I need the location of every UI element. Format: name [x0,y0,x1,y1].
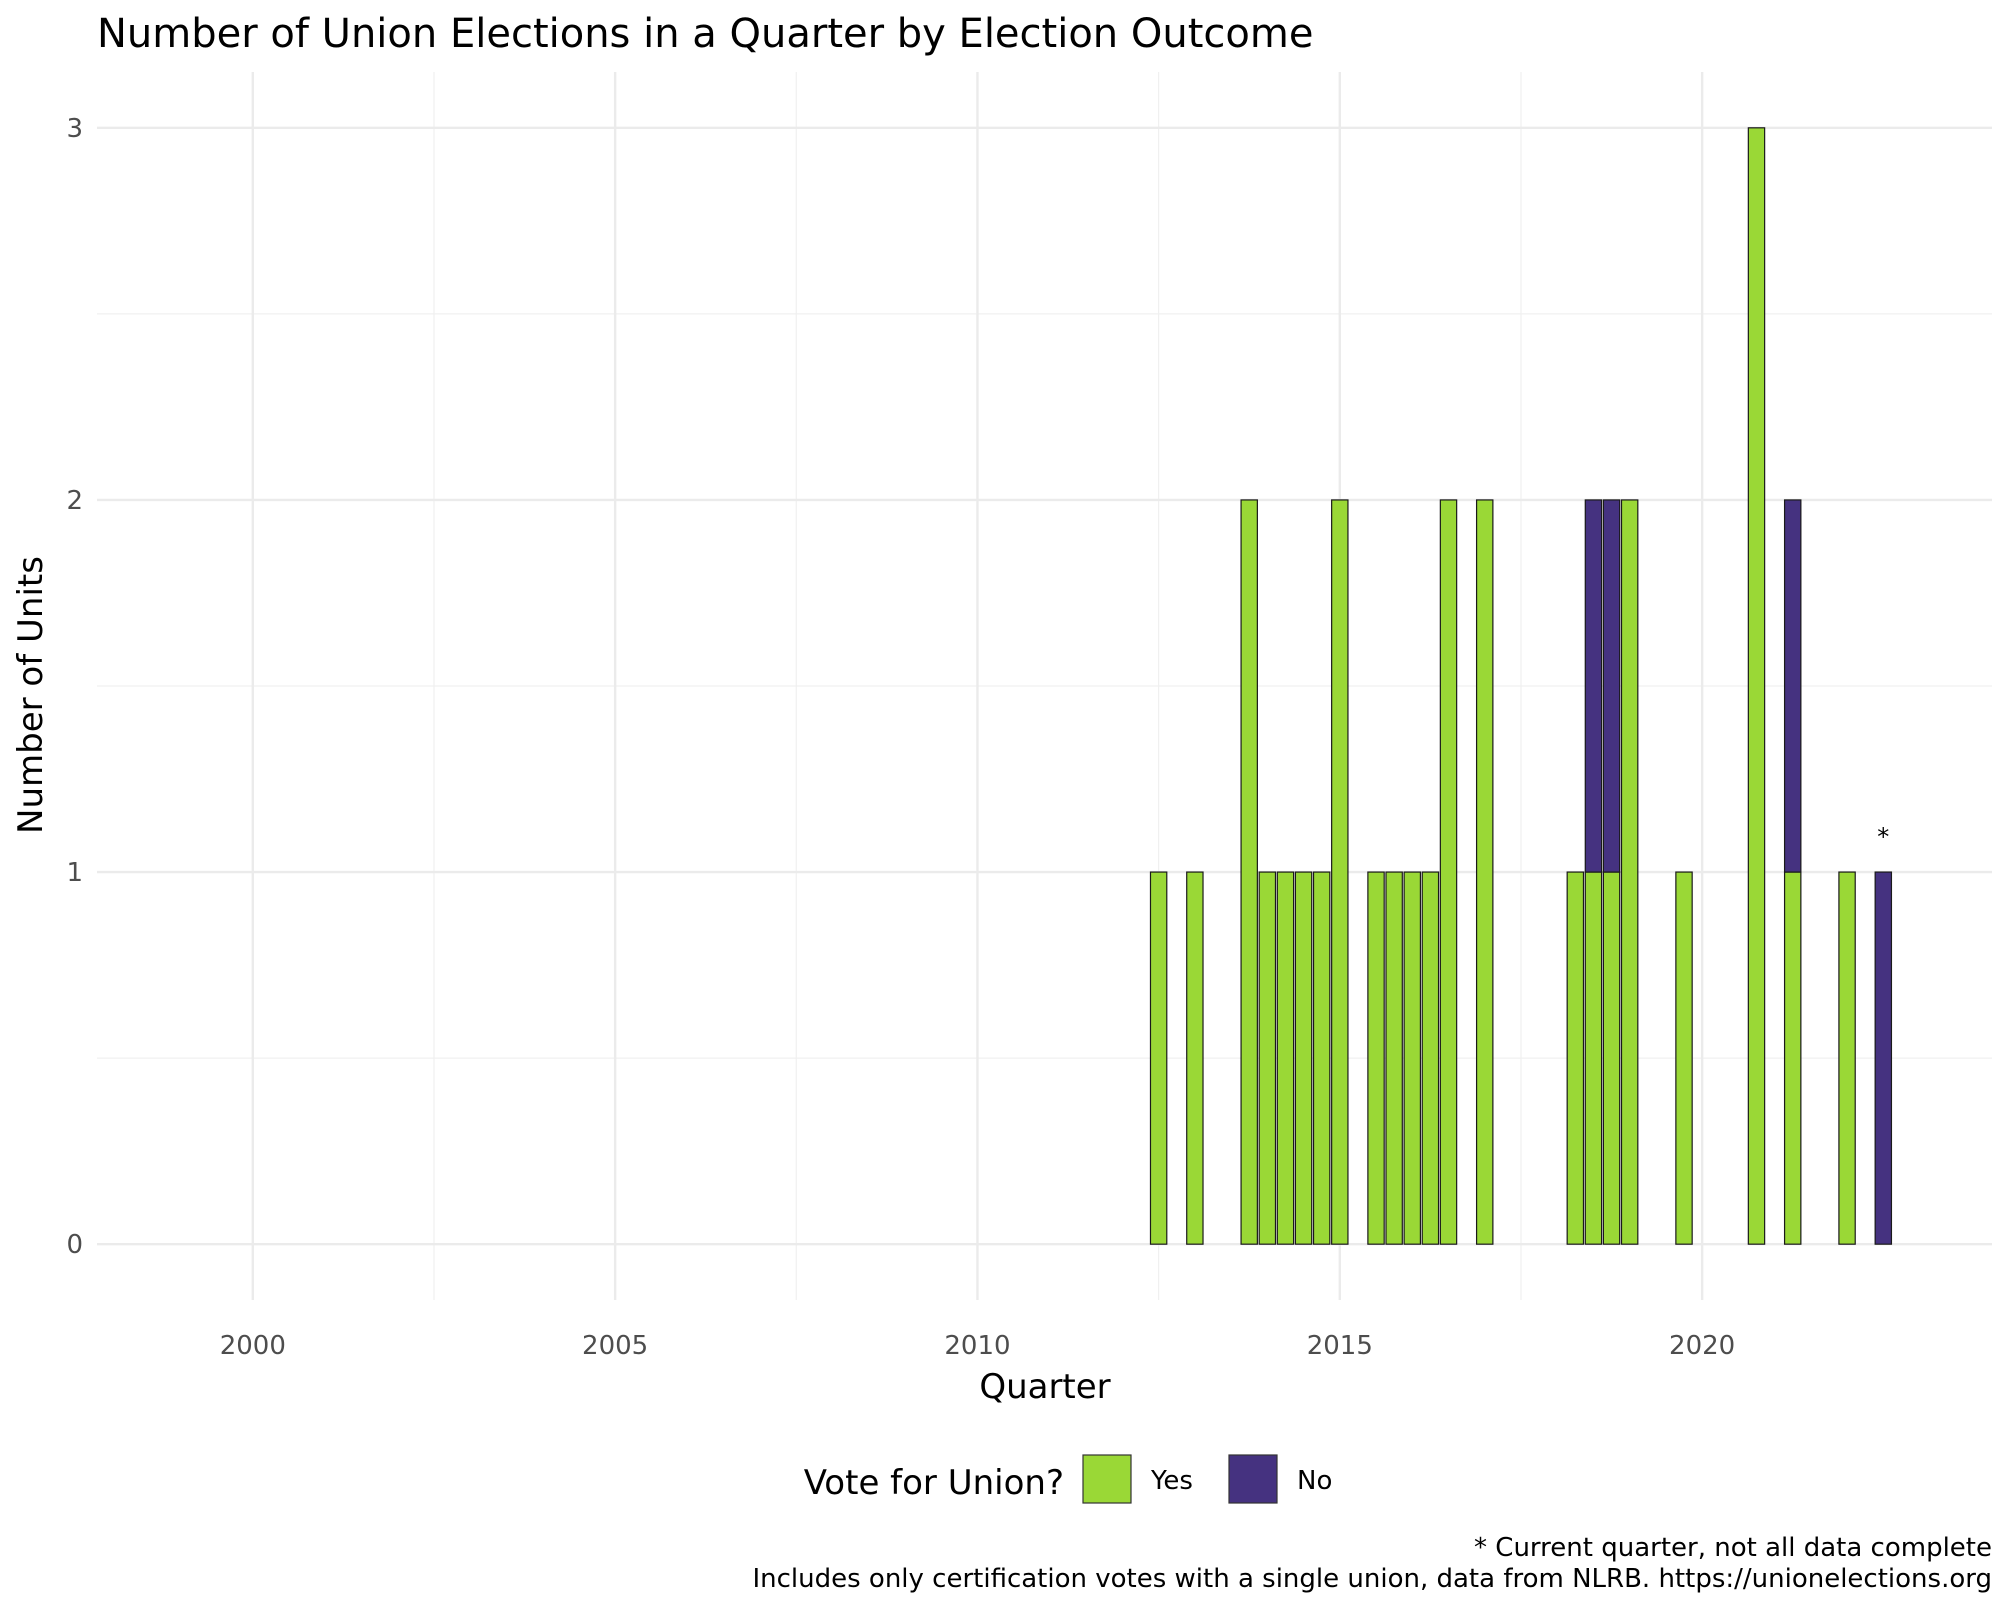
bar-yes [1295,872,1311,1244]
bar-yes [1440,500,1456,1244]
y-tick-label: 1 [66,858,83,888]
bar-yes [1676,872,1692,1244]
legend: Vote for Union? Yes No [804,1455,1333,1503]
bar-yes [1839,872,1855,1244]
bar-yes [1277,872,1293,1244]
bar-yes [1422,872,1438,1244]
bar-yes [1622,500,1638,1244]
bar-yes [1386,872,1402,1244]
legend-swatch-no [1229,1455,1277,1503]
bar-yes [1477,500,1493,1244]
grid [97,72,1992,1300]
bar-yes [1567,872,1583,1244]
x-tick-label: 2015 [1307,1331,1373,1361]
bar-no [1785,500,1801,872]
x-tick-label: 2020 [1669,1331,1735,1361]
bar-yes [1150,872,1166,1244]
bar-yes [1603,872,1619,1244]
bar-yes [1368,872,1384,1244]
current-quarter-asterisk: * [1877,823,1889,851]
x-tick-label: 2005 [582,1331,648,1361]
legend-label-no: No [1297,1466,1332,1496]
bar-yes [1785,872,1801,1244]
bar-yes [1259,872,1275,1244]
bar-yes [1187,872,1203,1244]
y-tick-label: 3 [66,114,83,144]
x-tick-label: 2000 [220,1331,286,1361]
bar-no [1603,500,1619,872]
bar-yes [1404,872,1420,1244]
legend-swatch-yes [1083,1455,1131,1503]
legend-label-yes: Yes [1150,1466,1193,1496]
y-tick-label: 2 [66,486,83,516]
x-tick-label: 2010 [944,1331,1010,1361]
bar-no [1875,872,1891,1244]
y-axis-title: Number of Units [11,556,51,834]
caption-current-quarter: * Current quarter, not all data complete [1474,1533,1992,1563]
caption-source: Includes only certification votes with a… [752,1564,1992,1594]
legend-title: Vote for Union? [804,1463,1064,1503]
annotations: * [1877,823,1889,851]
bar-yes [1748,128,1764,1244]
bar-yes [1332,500,1348,1244]
chart-title: Number of Union Elections in a Quarter b… [97,11,1313,57]
y-tick-label: 0 [66,1230,83,1260]
bar-yes [1314,872,1330,1244]
x-axis-title: Quarter [979,1367,1110,1407]
bar-no [1585,500,1601,872]
bar-yes [1241,500,1257,1244]
bar-yes [1585,872,1601,1244]
